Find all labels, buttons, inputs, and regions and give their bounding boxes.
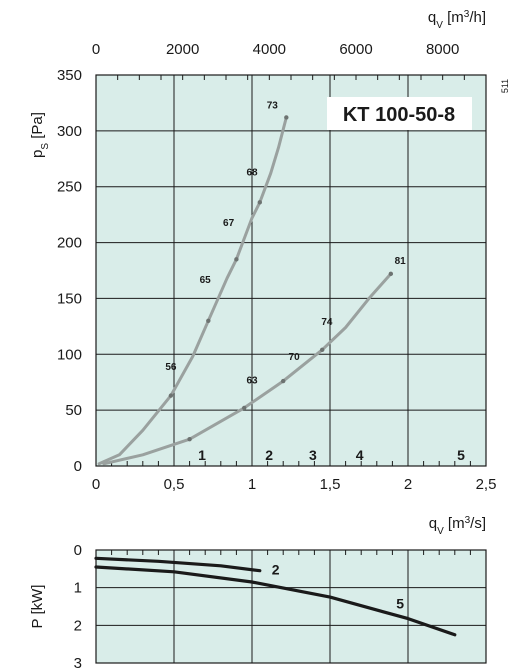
x-axis-title-part: V — [437, 526, 444, 537]
data-point — [281, 378, 286, 384]
power-series-line-2 — [94, 556, 262, 573]
power-y-tick-label: 2 — [74, 617, 82, 634]
x-axis-title-part: 3 — [465, 515, 471, 526]
y-tick-label: 100 — [57, 346, 82, 363]
x-tick-label: 1,5 — [320, 476, 341, 493]
data-point — [187, 436, 192, 442]
power-y-axis-title: P [kW] — [29, 585, 46, 629]
x-axis-title-part: [m — [444, 515, 465, 532]
y-tick-label: 300 — [57, 123, 82, 140]
sound-level-label: 81 — [395, 256, 407, 267]
sound-level-label: 63 — [246, 375, 258, 386]
top-tick-label: 2000 — [166, 41, 199, 58]
data-point — [388, 271, 394, 277]
series-line-1 — [97, 116, 288, 466]
zone-label: 5 — [457, 447, 465, 463]
power-y-tick-label: 0 — [74, 542, 82, 559]
plot-area — [96, 75, 486, 466]
y-axis-title-part: p — [29, 150, 46, 158]
x-tick-label: 2 — [404, 476, 412, 493]
power-plot-frame — [95, 549, 487, 664]
zone-label: 3 — [309, 447, 317, 463]
power-series-line-5 — [94, 565, 457, 637]
top-axis-title-part: /h] — [469, 9, 486, 26]
sound-level-label: 73 — [267, 101, 279, 112]
top-axis-title-part: q — [428, 9, 436, 26]
x-axis-title-part: q — [429, 515, 437, 532]
x-tick-label: 0,5 — [164, 476, 185, 493]
top-tick-label: 0 — [92, 41, 100, 58]
zone-label: 4 — [356, 447, 364, 463]
top-tick-label: 8000 — [426, 41, 459, 58]
power-chart: 0 1 2 3 P [kW] 2 5 — [29, 542, 487, 670]
y-tick-label: 350 — [57, 67, 82, 84]
power-series-label: 5 — [396, 595, 404, 611]
top-tick-label: 4000 — [253, 41, 286, 58]
data-point — [206, 318, 211, 323]
data-point — [242, 405, 247, 411]
power-plot-area — [96, 550, 486, 663]
y-tick-label: 250 — [57, 179, 82, 196]
y-tick-label: 0 — [74, 458, 82, 475]
data-point — [284, 115, 289, 120]
y-axis-title: pS [Pa] — [29, 112, 51, 158]
sound-level-label: 70 — [289, 352, 301, 363]
x-tick-label: 2,5 — [476, 476, 497, 493]
sound-level-label: 67 — [223, 218, 235, 229]
sound-level-label: 56 — [165, 362, 177, 373]
power-y-tick-label: 1 — [74, 580, 82, 597]
y-tick-label: 150 — [57, 290, 82, 307]
pressure-chart: 0 0,5 1 1,5 2 2,5 0 50 100 150 200 250 300 350 0 2000 40… — [29, 9, 510, 537]
zone-label: 2 — [265, 447, 273, 463]
power-y-tick-label: 3 — [74, 655, 82, 670]
sound-level-label: 68 — [246, 168, 258, 179]
top-tick-label: 6000 — [339, 41, 372, 58]
x-axis-title-part: /s] — [470, 515, 486, 532]
y-tick-label: 50 — [65, 402, 82, 419]
power-series-label: 2 — [272, 562, 280, 578]
data-point — [320, 347, 325, 353]
y-axis-title-part: S — [40, 143, 51, 150]
sound-level-label: 65 — [200, 275, 212, 286]
sound-level-label: 74 — [321, 317, 333, 328]
zone-label: 1 — [198, 447, 206, 463]
x-axis-title: qV [m3/s] — [429, 515, 486, 537]
data-point — [257, 200, 262, 205]
top-axis-title: qV [m3/h] — [428, 9, 486, 31]
y-tick-label: 200 — [57, 235, 82, 252]
model-title: KT 100-50-8 — [343, 104, 455, 126]
y-axis-title-part: [Pa] — [29, 112, 46, 143]
x-tick-label: 0 — [92, 476, 100, 493]
top-axis-title-part: [m — [443, 9, 464, 26]
model-title-box — [327, 97, 472, 130]
x-tick-label: 1 — [248, 476, 256, 493]
data-point — [168, 393, 174, 398]
side-number: 511 — [500, 79, 510, 93]
top-axis-title-part: 3 — [464, 9, 470, 20]
top-axis-title-part: V — [436, 20, 443, 31]
data-point — [234, 257, 239, 262]
